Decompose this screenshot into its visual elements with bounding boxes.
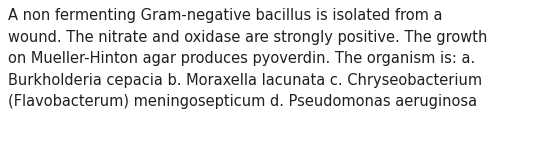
Text: A non fermenting Gram-negative bacillus is isolated from a
wound. The nitrate an: A non fermenting Gram-negative bacillus … — [8, 8, 487, 109]
